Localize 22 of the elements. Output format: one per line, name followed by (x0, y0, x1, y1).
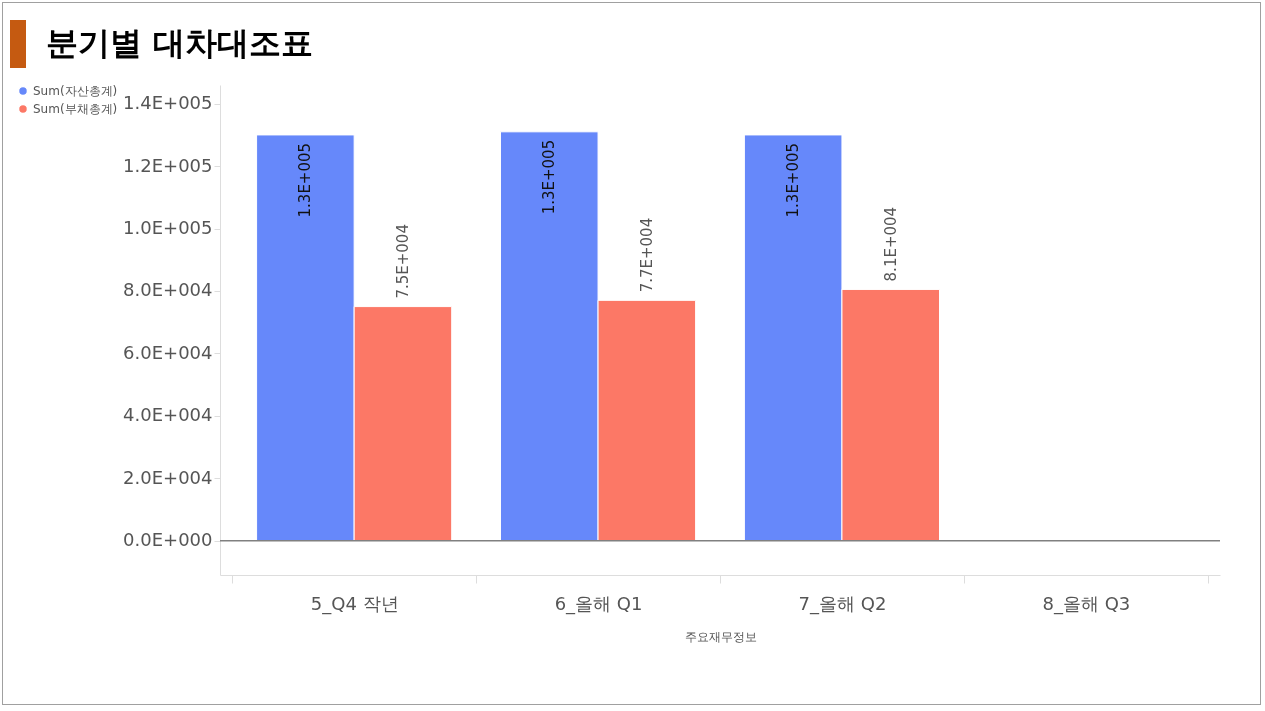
y-tick-label: 1.0E+005 (123, 217, 213, 239)
y-tick-label: 6.0E+004 (123, 341, 213, 363)
chart-title: 분기별 대차대조표 (46, 23, 314, 64)
x-axis-title: 주요재무정보 (684, 629, 757, 644)
x-tick-label: 6_올해 Q1 (554, 592, 643, 615)
y-tick-label: 1.4E+005 (123, 92, 213, 114)
legend-label: Sum(자산총계) (33, 84, 118, 98)
data-label: 1.3E+005 (540, 139, 559, 215)
data-label: 8.1E+004 (881, 206, 900, 282)
x-tick-label: 5_Q4 작년 (310, 592, 399, 615)
y-tick-label: 8.0E+004 (123, 279, 213, 301)
x-tick-label: 8_올해 Q3 (1042, 592, 1131, 615)
x-tick-label: 7_올해 Q2 (798, 592, 887, 615)
data-label: 1.3E+005 (296, 142, 315, 218)
data-label: 1.3E+005 (784, 142, 803, 218)
y-tick-label: 4.0E+004 (123, 404, 213, 426)
legend-label: Sum(부채총계) (33, 102, 118, 116)
y-tick-label: 2.0E+004 (123, 466, 213, 488)
y-tick-label: 1.2E+005 (123, 154, 213, 176)
y-tick-label: 0.0E+000 (123, 529, 213, 551)
data-label: 7.5E+004 (393, 224, 412, 299)
data-label: 7.7E+004 (637, 217, 656, 293)
